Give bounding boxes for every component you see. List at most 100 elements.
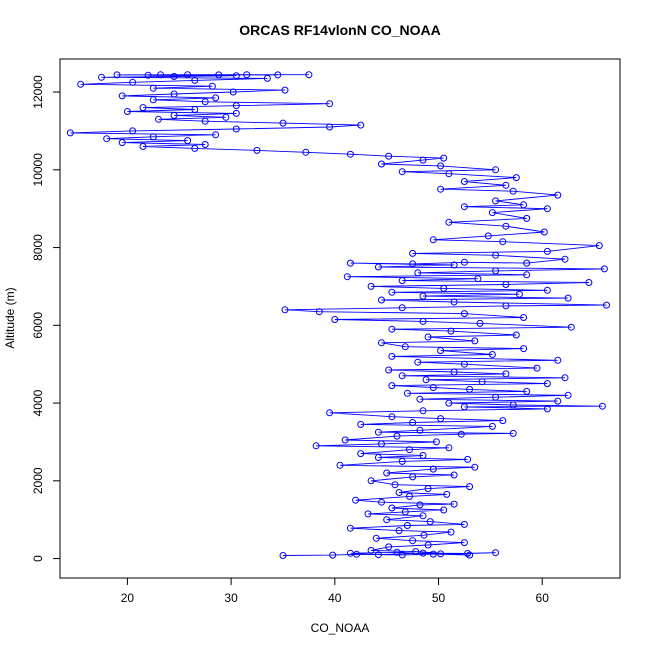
data-point [326,409,334,417]
data-point [509,429,517,437]
data-point [515,290,523,298]
data-point [520,345,528,353]
data-point [232,72,240,80]
x-tick-label: 50 [432,591,446,605]
data-point [388,325,396,333]
data-point [499,417,507,425]
data-point [447,528,455,536]
data-point [378,296,385,304]
data-point [466,385,474,393]
data-point [118,92,126,100]
data-point [598,402,606,410]
data-point [229,88,237,96]
data-point [440,506,448,514]
data-point [561,374,569,382]
data-point [499,238,507,246]
data-point [523,214,531,222]
data-point [129,78,137,86]
data-point [419,317,427,325]
data-point [502,222,510,230]
data-point [460,310,468,318]
y-tick-label: 10000 [31,153,45,187]
data-point [440,154,448,162]
data-point [331,316,339,323]
data-point [416,501,424,509]
data-point [492,267,500,275]
data-point [352,496,360,504]
data-point [429,384,437,391]
data-point [191,76,199,84]
data-point [429,465,437,473]
data-point [170,73,178,80]
data-point [378,440,385,448]
x-tick-label: 30 [224,591,238,605]
data-point [201,98,209,106]
data-point [201,117,209,125]
data-point [398,277,406,285]
data-point [424,541,432,549]
data-point [533,364,541,372]
data-point [460,520,468,528]
data-point [170,90,178,98]
data-point [554,191,562,199]
data-point [346,524,354,532]
data-point [98,73,105,81]
data-point [492,549,500,557]
data-point [460,178,468,185]
data-point [103,135,111,143]
data-point [419,156,427,164]
data-point [603,301,610,309]
data-point [374,454,382,461]
data-point [253,146,261,154]
data-point [471,463,479,471]
data-point [543,205,551,213]
data-point [215,71,223,79]
data-point [488,209,496,217]
data-point [388,413,396,421]
data-point [374,263,382,271]
data-point [429,236,437,244]
data-point [374,551,382,559]
data-point [543,380,551,388]
data-point [476,319,484,327]
data-point [144,71,152,79]
data-point [409,473,417,481]
data-point [564,391,572,399]
data-point [445,170,453,178]
data-point [416,426,424,434]
data-point [346,150,354,158]
data-point [263,74,271,82]
data-point [274,71,282,79]
data-point [149,84,157,92]
y-axis: 0 2000 4000 6000 8000 10000 12000 [31,75,61,562]
data-point [460,360,468,368]
plot-series [66,71,610,559]
data-point [367,477,375,485]
data-point [419,407,427,415]
data-point [424,485,432,493]
data-point [445,218,453,226]
data-point [437,162,445,170]
data-point [191,144,199,152]
data-point [414,358,422,366]
data-point [312,442,320,450]
data-point [388,352,396,360]
data-point [412,548,420,556]
data-point [478,378,486,386]
data-point [420,531,428,539]
data-point [567,323,575,331]
data-point [157,71,165,79]
data-point [540,228,548,236]
data-point [385,543,393,551]
data-point [543,247,551,255]
data-point [155,115,162,123]
data-point [393,548,401,556]
data-point [512,331,520,339]
data-point [520,201,528,209]
data-point [398,168,406,176]
data-point [419,549,427,557]
data-point [419,512,427,520]
data-point [357,420,365,428]
data-point [383,516,391,524]
data-point [437,347,445,355]
